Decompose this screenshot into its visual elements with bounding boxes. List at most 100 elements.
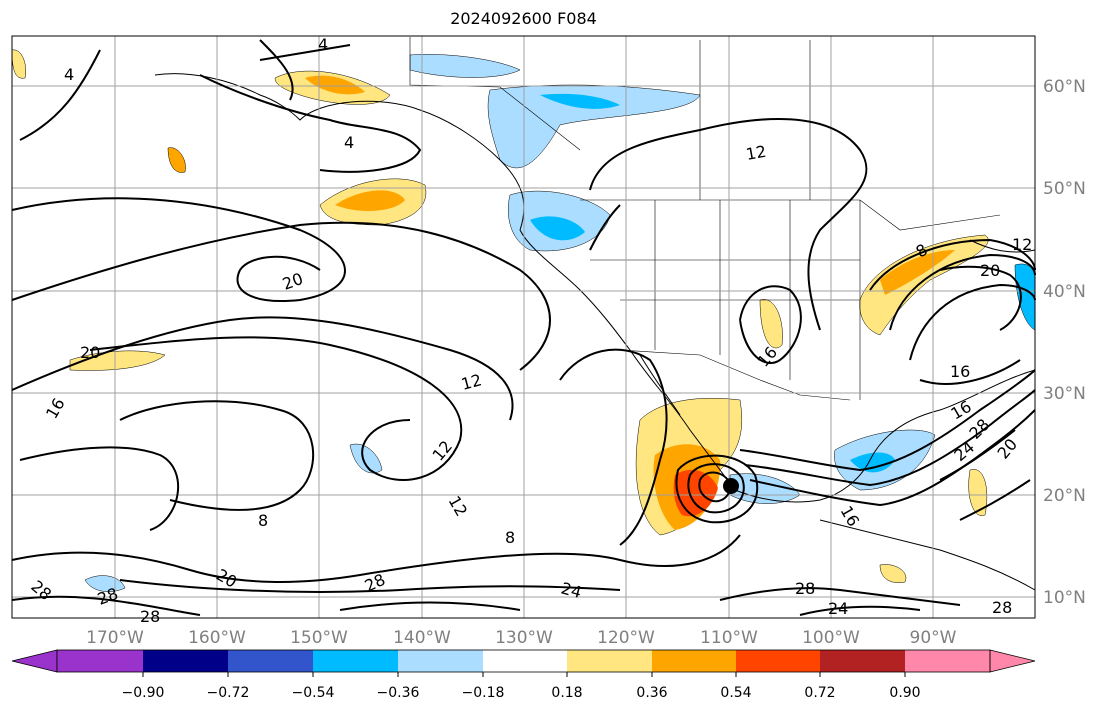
colorbar-swatch <box>228 650 313 672</box>
contour-24-east <box>799 605 921 616</box>
colorbar-swatch <box>398 650 483 672</box>
contour-12-east <box>889 253 1036 331</box>
colorbar-tick-label: −0.18 <box>462 685 505 701</box>
contour-20-south <box>11 534 741 583</box>
colorbar-over-arrow <box>989 649 1036 673</box>
contour-12-bc <box>589 204 621 251</box>
contour-label: 20 <box>980 261 1000 280</box>
shade-negative-offshore-core <box>530 216 585 241</box>
lon-label-140w: 140°W <box>393 628 451 648</box>
contour-label: 4 <box>318 35 328 54</box>
map-title: 2024092600 F084 <box>450 9 597 28</box>
contour-label: 12 <box>744 142 767 164</box>
latitude-labels: 60°N 50°N 40°N 30°N 20°N 10°N <box>1043 77 1086 608</box>
contour-24-gulf <box>939 429 1016 481</box>
border-us-mexico <box>619 349 851 401</box>
contour-label: 24 <box>559 579 584 603</box>
colorbar-swatch <box>905 650 990 672</box>
shade-positive-gulf-core <box>335 190 405 212</box>
contour-label: 20 <box>80 343 100 362</box>
contour-4-gulfak <box>259 44 351 61</box>
shade-negative-gulfmx-core <box>850 452 895 473</box>
colorbar-swatch <box>57 650 143 672</box>
contour-12-us <box>589 117 868 331</box>
lat-label-30n: 30°N <box>1043 384 1086 404</box>
contour-label: 28 <box>992 598 1012 617</box>
contour-jet-1 <box>739 369 1036 472</box>
lat-label-60n: 60°N <box>1043 77 1086 97</box>
contour-8-trough <box>19 446 179 531</box>
shade-positive-east-core <box>880 250 955 295</box>
coast-mexico-gulf <box>734 369 1036 503</box>
contour-12-pacific <box>89 336 463 481</box>
contour-12-west <box>259 39 294 101</box>
contour-28-south <box>11 595 521 616</box>
colorbar-swatch <box>652 650 736 672</box>
contour-hurricane-1 <box>698 471 731 503</box>
shade-negative-bc-core <box>540 93 620 109</box>
contour-28-east <box>719 587 961 606</box>
coast-central-am <box>819 519 1036 591</box>
contour-hurricane-2 <box>687 463 745 514</box>
contour-12-trough <box>119 400 314 511</box>
coastlines-layer <box>154 73 1036 591</box>
colorbar-tick-marks <box>142 672 906 677</box>
lat-label-20n: 20°N <box>1043 486 1086 506</box>
contour-16-pacific <box>11 316 514 421</box>
lon-label-170w: 170°W <box>86 628 144 648</box>
contour-label: 4 <box>64 65 74 84</box>
graticule <box>12 36 1035 618</box>
colorbar-tick-label: 0.54 <box>720 685 751 701</box>
colorbar-swatch <box>567 650 652 672</box>
contour-label: 12 <box>1012 235 1032 254</box>
colorbar-swatch <box>483 650 567 672</box>
contour-label: 16 <box>950 362 970 381</box>
shade-positive-alaska-core <box>305 75 365 95</box>
contour-label: 28 <box>795 579 815 598</box>
contour-16-east <box>909 283 1036 385</box>
contour-24-south <box>119 579 621 593</box>
longitude-labels: 170°W 160°W 150°W 140°W 130°W 120°W 110°… <box>86 628 957 648</box>
colorbar-swatch <box>820 650 905 672</box>
colorbar-tick-label: 0.18 <box>551 685 582 701</box>
colorbar-tick-label: −0.36 <box>377 685 420 701</box>
colorbar-swatch <box>143 650 228 672</box>
contour-label: 24 <box>828 599 848 618</box>
shade-positive-aleutian <box>167 147 186 173</box>
lat-label-40n: 40°N <box>1043 282 1086 302</box>
colorbar: −0.90 −0.72 −0.54 −0.36 −0.18 0.18 0.36 … <box>11 649 1036 701</box>
lon-label-110w: 110°W <box>700 628 758 648</box>
shade-positive-east <box>859 234 989 336</box>
shade-negative-bc <box>487 84 701 169</box>
coast-west-na <box>519 229 736 491</box>
colorbar-tick-label: −0.72 <box>207 685 250 701</box>
contour-16-mexico <box>559 348 668 546</box>
colorbar-tick-label: −0.54 <box>292 685 335 701</box>
colorbar-outline <box>56 649 991 673</box>
lat-label-10n: 10°N <box>1043 588 1086 608</box>
colorbar-swatch <box>313 650 398 672</box>
colorbar-tick-label: 0.90 <box>889 685 920 701</box>
shade-positive-dateline <box>11 49 26 79</box>
lon-label-160w: 160°W <box>188 628 246 648</box>
colorbar-swatch <box>736 650 820 672</box>
contours-layer <box>11 39 1036 616</box>
colorbar-under-arrow <box>11 649 58 673</box>
lon-label-90w: 90°W <box>910 628 957 648</box>
contour-label: 28 <box>140 607 160 626</box>
contour-4-alaska <box>19 49 422 173</box>
contour-jet-3 <box>749 409 1036 507</box>
contour-label: 12 <box>459 370 484 394</box>
coast-east-na <box>969 239 1036 253</box>
contour-20-pacific-high <box>11 197 346 302</box>
contour-20-pacific-2 <box>11 221 551 371</box>
borders-layer <box>409 37 1001 401</box>
shade-positive-hurricane-red <box>673 469 718 517</box>
map-frame <box>11 35 1036 619</box>
shade-positive-caribbean <box>879 564 907 583</box>
contour-20-east <box>939 265 1022 331</box>
contour-16-sw <box>739 285 802 365</box>
contour-hurricane-3 <box>675 454 759 524</box>
lon-label-120w: 120°W <box>597 628 655 648</box>
